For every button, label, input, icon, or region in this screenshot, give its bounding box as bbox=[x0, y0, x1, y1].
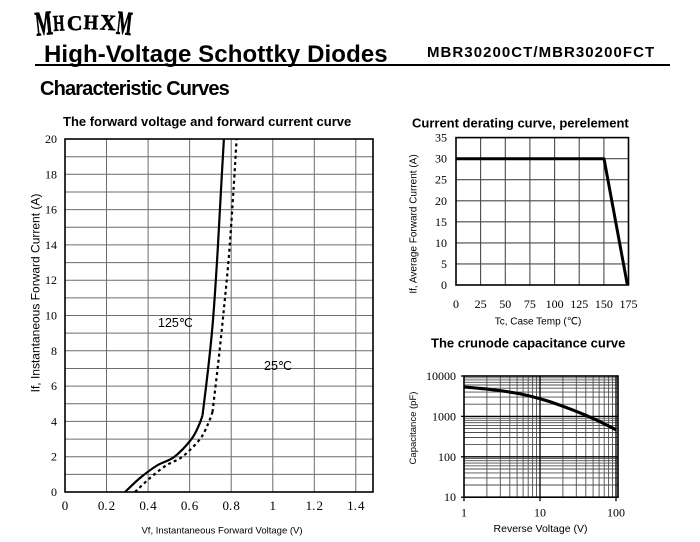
svg-text:1: 1 bbox=[461, 506, 467, 520]
svg-text:5: 5 bbox=[441, 257, 447, 271]
svg-text:16: 16 bbox=[45, 203, 57, 217]
svg-text:0. 4: 0. 4 bbox=[139, 498, 157, 513]
svg-text:125℃: 125℃ bbox=[158, 316, 193, 330]
svg-text:10000: 10000 bbox=[426, 369, 456, 383]
svg-text:If, Instantaneous Forward Curr: If, Instantaneous Forward Current (A) bbox=[29, 194, 43, 393]
svg-text:10: 10 bbox=[435, 236, 447, 250]
svg-text:If, Average Forward Current (A: If, Average Forward Current (A) bbox=[409, 154, 420, 293]
svg-text:1000: 1000 bbox=[432, 409, 456, 423]
svg-text:0: 0 bbox=[441, 278, 447, 292]
svg-text:10: 10 bbox=[534, 506, 546, 520]
svg-text:6: 6 bbox=[51, 379, 57, 393]
svg-text:8: 8 bbox=[51, 344, 57, 358]
svg-text:M: M bbox=[34, 4, 55, 43]
svg-text:0. 6: 0. 6 bbox=[181, 498, 199, 513]
svg-text:X: X bbox=[99, 9, 116, 35]
svg-text:175: 175 bbox=[620, 297, 638, 311]
svg-text:4: 4 bbox=[51, 414, 57, 428]
svg-text:12: 12 bbox=[45, 273, 57, 287]
svg-text:Current derating curve, perele: Current derating curve, perelement bbox=[412, 116, 629, 131]
svg-text:10: 10 bbox=[444, 490, 456, 504]
svg-text:35: 35 bbox=[435, 131, 447, 145]
svg-text:M: M bbox=[115, 3, 134, 43]
svg-text:0. 2: 0. 2 bbox=[98, 498, 115, 513]
svg-text:100: 100 bbox=[607, 506, 625, 520]
svg-text:H: H bbox=[83, 11, 99, 34]
svg-text:25℃: 25℃ bbox=[264, 359, 292, 373]
svg-text:20: 20 bbox=[435, 194, 447, 208]
svg-text:75: 75 bbox=[524, 297, 536, 311]
svg-text:10: 10 bbox=[45, 309, 57, 323]
svg-text:1. 4: 1. 4 bbox=[347, 498, 365, 513]
svg-text:The forward voltage and forwar: The forward voltage and forward current … bbox=[63, 114, 351, 129]
svg-text:1: 1 bbox=[270, 498, 277, 513]
svg-text:50: 50 bbox=[499, 297, 511, 311]
svg-text:0: 0 bbox=[62, 498, 69, 513]
svg-text:100: 100 bbox=[546, 297, 564, 311]
svg-text:150: 150 bbox=[595, 297, 613, 311]
svg-text:125: 125 bbox=[570, 297, 588, 311]
svg-text:The crunode capacitance curve: The crunode capacitance curve bbox=[431, 336, 625, 351]
svg-text:100: 100 bbox=[438, 450, 456, 464]
svg-text:25: 25 bbox=[475, 297, 487, 311]
svg-text:30: 30 bbox=[435, 152, 447, 166]
svg-text:0: 0 bbox=[453, 297, 459, 311]
svg-text:18: 18 bbox=[45, 167, 57, 181]
svg-text:14: 14 bbox=[45, 238, 57, 252]
svg-text:Capacitance (pF): Capacitance (pF) bbox=[408, 392, 419, 465]
svg-text:C: C bbox=[67, 11, 83, 35]
svg-text:Vf, Instantaneous Forward Volt: Vf, Instantaneous Forward Voltage (V) bbox=[141, 526, 302, 537]
svg-text:15: 15 bbox=[435, 215, 447, 229]
svg-text:2: 2 bbox=[51, 450, 57, 464]
svg-text:0: 0 bbox=[51, 485, 57, 499]
svg-text:Reverse Voltage (V): Reverse Voltage (V) bbox=[494, 523, 588, 535]
svg-text:25: 25 bbox=[435, 173, 447, 187]
svg-text:1. 2: 1. 2 bbox=[306, 498, 323, 513]
svg-text:20: 20 bbox=[45, 132, 57, 146]
svg-text:H: H bbox=[52, 11, 65, 37]
svg-text:Tc, Case Temp (℃): Tc, Case Temp (℃) bbox=[495, 317, 582, 328]
svg-text:0. 8: 0. 8 bbox=[223, 498, 240, 513]
